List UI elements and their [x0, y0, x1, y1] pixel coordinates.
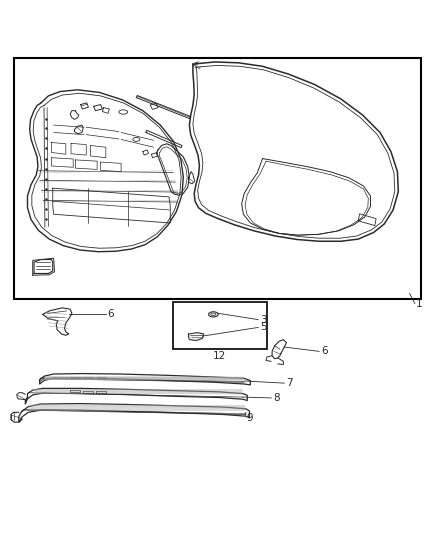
- Bar: [14, 58, 421, 299]
- Text: 1: 1: [416, 300, 423, 309]
- Ellipse shape: [211, 313, 216, 316]
- Text: 5: 5: [260, 322, 267, 333]
- Text: 6: 6: [321, 346, 328, 357]
- Text: 12: 12: [212, 351, 226, 361]
- Text: 7: 7: [286, 378, 293, 388]
- Text: 6: 6: [108, 309, 114, 319]
- Ellipse shape: [133, 138, 140, 141]
- Text: 3: 3: [260, 314, 267, 325]
- Text: 8: 8: [273, 393, 279, 403]
- Ellipse shape: [208, 312, 218, 317]
- Text: 9: 9: [247, 413, 254, 423]
- Bar: [173, 302, 267, 349]
- Ellipse shape: [119, 110, 127, 114]
